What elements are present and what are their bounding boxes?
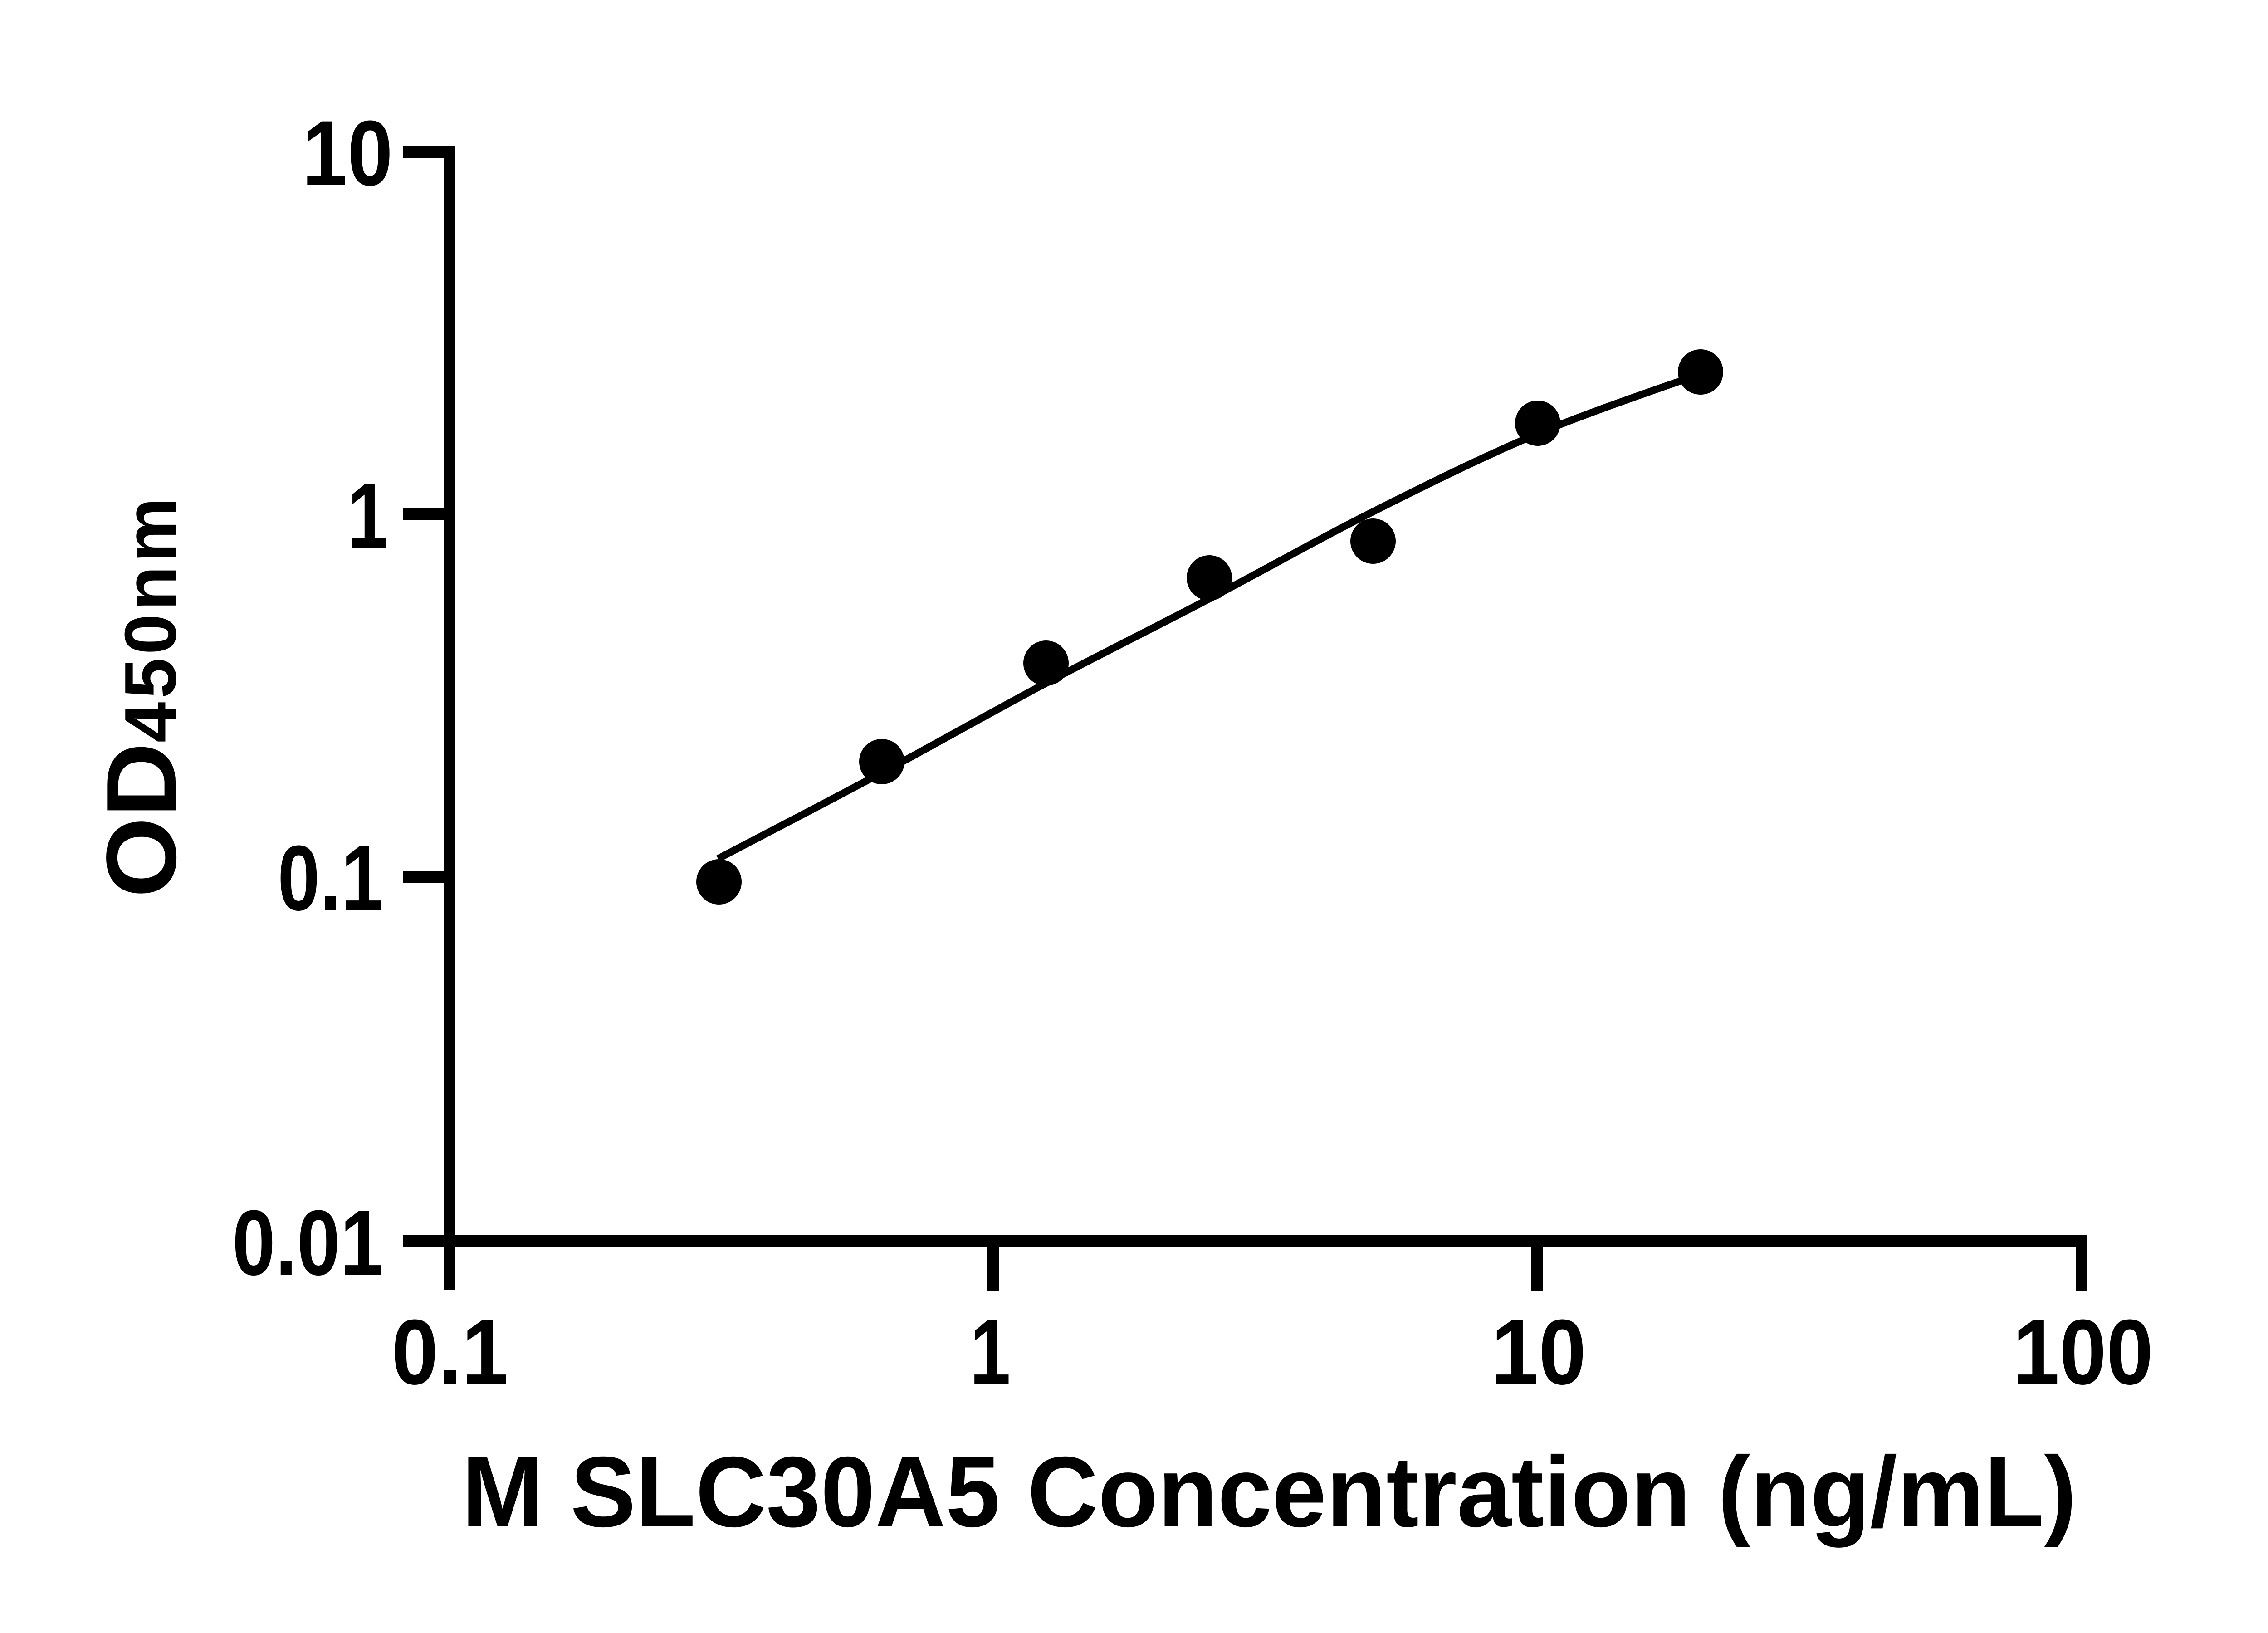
svg-text:M SLC30A5 Concentration (ng/mL: M SLC30A5 Concentration (ng/mL) [462, 1436, 2077, 1548]
svg-text:OD: OD [86, 743, 197, 898]
svg-text:10: 10 [1491, 1301, 1586, 1404]
svg-text:100: 100 [2013, 1301, 2153, 1404]
svg-text:1: 1 [970, 1301, 1011, 1404]
svg-text:0.01: 0.01 [232, 1191, 383, 1295]
svg-text:1: 1 [347, 464, 388, 567]
svg-text:0.1: 0.1 [278, 826, 383, 930]
svg-text:450nm: 450nm [110, 498, 191, 743]
svg-text:10: 10 [302, 102, 393, 205]
svg-text:0.1: 0.1 [391, 1301, 508, 1404]
